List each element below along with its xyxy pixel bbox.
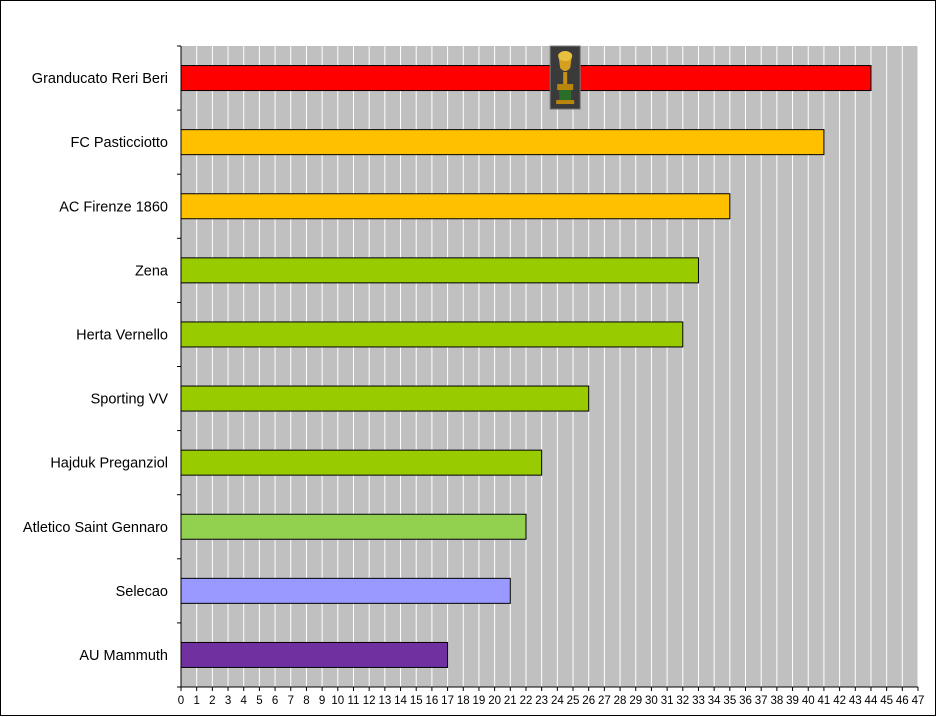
- x-tick-label: 29: [629, 695, 642, 707]
- x-tick-label: 18: [457, 695, 470, 707]
- annotations: [549, 45, 581, 110]
- x-tick-label: 9: [319, 695, 325, 707]
- x-tick-label: 22: [520, 695, 533, 707]
- category-label: FC Pasticciotto: [71, 135, 169, 151]
- bars: [180, 65, 872, 668]
- x-tick-label: 10: [331, 695, 344, 707]
- x-tick-label: 23: [535, 695, 548, 707]
- x-tick-label: 46: [896, 695, 909, 707]
- category-labels: Granducato Reri Beri FC Pasticciotto AC Fi…: [23, 71, 169, 664]
- x-tick-label: 3: [225, 695, 231, 707]
- x-tick-label: 20: [488, 695, 501, 707]
- x-tick-label: 43: [849, 695, 862, 707]
- x-tick-label: 19: [473, 695, 486, 707]
- trophy-pedestal: [559, 90, 572, 101]
- x-tick-labels: 0 1 2 3 4 5 6 7 8 9 10 11 12 13 14 15 16 17 18 19 20 21 22 23 24…: [178, 695, 925, 707]
- x-tick-label: 34: [708, 695, 721, 707]
- x-tick-label: 28: [614, 695, 627, 707]
- category-label: AC Firenze 1860: [59, 199, 168, 215]
- x-tick-label: 44: [865, 695, 878, 707]
- bar: [180, 129, 825, 156]
- x-tick-label: 38: [770, 695, 783, 707]
- x-tick-label: 32: [676, 695, 689, 707]
- x-tick-label: 27: [598, 695, 611, 707]
- x-tick-label: 40: [802, 695, 815, 707]
- x-tick-label: 31: [661, 695, 674, 707]
- x-tick-label: 26: [582, 695, 595, 707]
- x-tick-label: 35: [723, 695, 736, 707]
- x-tick-label: 1: [193, 695, 199, 707]
- bar: [180, 321, 684, 348]
- x-tick-label: 37: [755, 695, 768, 707]
- trophy-foot: [556, 100, 575, 105]
- x-tick-label: 41: [818, 695, 831, 707]
- x-tick-label: 47: [912, 695, 925, 707]
- category-label: Granducato Reri Beri: [32, 71, 168, 87]
- category-label: AU Mammuth: [79, 648, 168, 664]
- bar: [180, 449, 543, 476]
- x-tick-label: 15: [410, 695, 423, 707]
- x-tick-label: 6: [272, 695, 278, 707]
- x-tick-label: 4: [241, 695, 248, 707]
- x-tick-label: 21: [504, 695, 517, 707]
- bar: [180, 65, 872, 92]
- category-label: Atletico Saint Gennaro: [23, 520, 168, 536]
- x-tick-label: 14: [394, 695, 407, 707]
- category-label: Sporting VV: [91, 392, 169, 408]
- bar: [180, 513, 527, 540]
- bar: [180, 193, 731, 220]
- trophy-base: [557, 84, 574, 91]
- bar: [180, 641, 449, 668]
- bar: [180, 385, 590, 412]
- trophy-icon: [549, 45, 581, 110]
- x-tick-label: 24: [551, 695, 564, 707]
- x-tick-label: 42: [833, 695, 846, 707]
- x-tick-label: 0: [178, 695, 184, 707]
- x-tick-label: 5: [256, 695, 262, 707]
- x-tick-label: 45: [880, 695, 893, 707]
- x-tick-label: 7: [288, 695, 294, 707]
- x-tick-label: 25: [567, 695, 580, 707]
- x-tick-label: 8: [303, 695, 309, 707]
- category-label: Hajduk Preganziol: [50, 456, 168, 472]
- x-tick-label: 13: [378, 695, 391, 707]
- trophy-globe: [558, 51, 573, 62]
- x-tick-label: 2: [209, 695, 215, 707]
- x-tick-label: 30: [645, 695, 658, 707]
- category-label: Selecao: [116, 584, 168, 600]
- x-tick-label: 11: [348, 695, 360, 707]
- bar: [180, 577, 511, 604]
- x-tick-label: 36: [739, 695, 752, 707]
- x-tick-label: 16: [425, 695, 438, 707]
- category-label: Herta Vernello: [76, 327, 168, 343]
- x-tick-label: 12: [363, 695, 376, 707]
- category-label: Zena: [135, 263, 169, 279]
- trophy-stem: [563, 72, 568, 85]
- x-tick-label: 17: [441, 695, 454, 707]
- x-tick-label: 39: [786, 695, 799, 707]
- x-tick-label: 33: [692, 695, 705, 707]
- bar: [180, 257, 699, 284]
